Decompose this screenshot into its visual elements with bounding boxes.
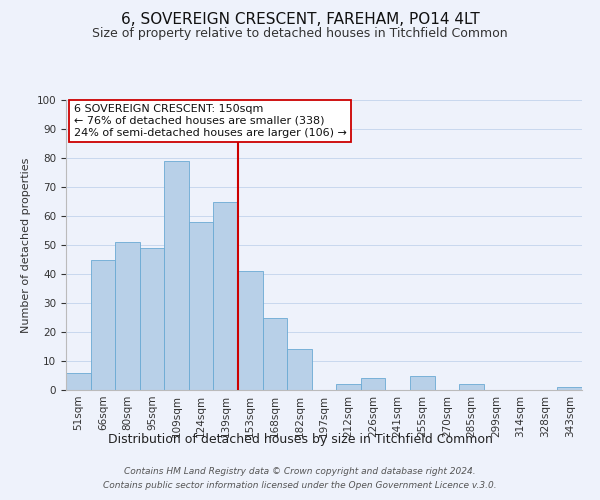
Bar [189,222,214,390]
Y-axis label: Number of detached properties: Number of detached properties [21,158,31,332]
Bar [287,350,312,390]
Bar [66,372,91,390]
Text: Distribution of detached houses by size in Titchfield Common: Distribution of detached houses by size … [107,432,493,446]
Bar [361,378,385,390]
Bar [336,384,361,390]
Bar [164,161,189,390]
Bar [557,387,582,390]
Bar [238,271,263,390]
Text: Size of property relative to detached houses in Titchfield Common: Size of property relative to detached ho… [92,28,508,40]
Bar [115,242,140,390]
Text: 6 SOVEREIGN CRESCENT: 150sqm
← 76% of detached houses are smaller (338)
24% of s: 6 SOVEREIGN CRESCENT: 150sqm ← 76% of de… [74,104,347,138]
Text: Contains HM Land Registry data © Crown copyright and database right 2024.: Contains HM Land Registry data © Crown c… [124,468,476,476]
Text: Contains public sector information licensed under the Open Government Licence v.: Contains public sector information licen… [103,481,497,490]
Bar [91,260,115,390]
Text: 6, SOVEREIGN CRESCENT, FAREHAM, PO14 4LT: 6, SOVEREIGN CRESCENT, FAREHAM, PO14 4LT [121,12,479,28]
Bar [410,376,434,390]
Bar [459,384,484,390]
Bar [263,318,287,390]
Bar [214,202,238,390]
Bar [140,248,164,390]
